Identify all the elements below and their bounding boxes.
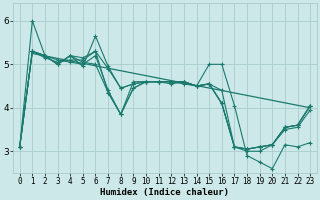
X-axis label: Humidex (Indice chaleur): Humidex (Indice chaleur) [100, 188, 229, 197]
